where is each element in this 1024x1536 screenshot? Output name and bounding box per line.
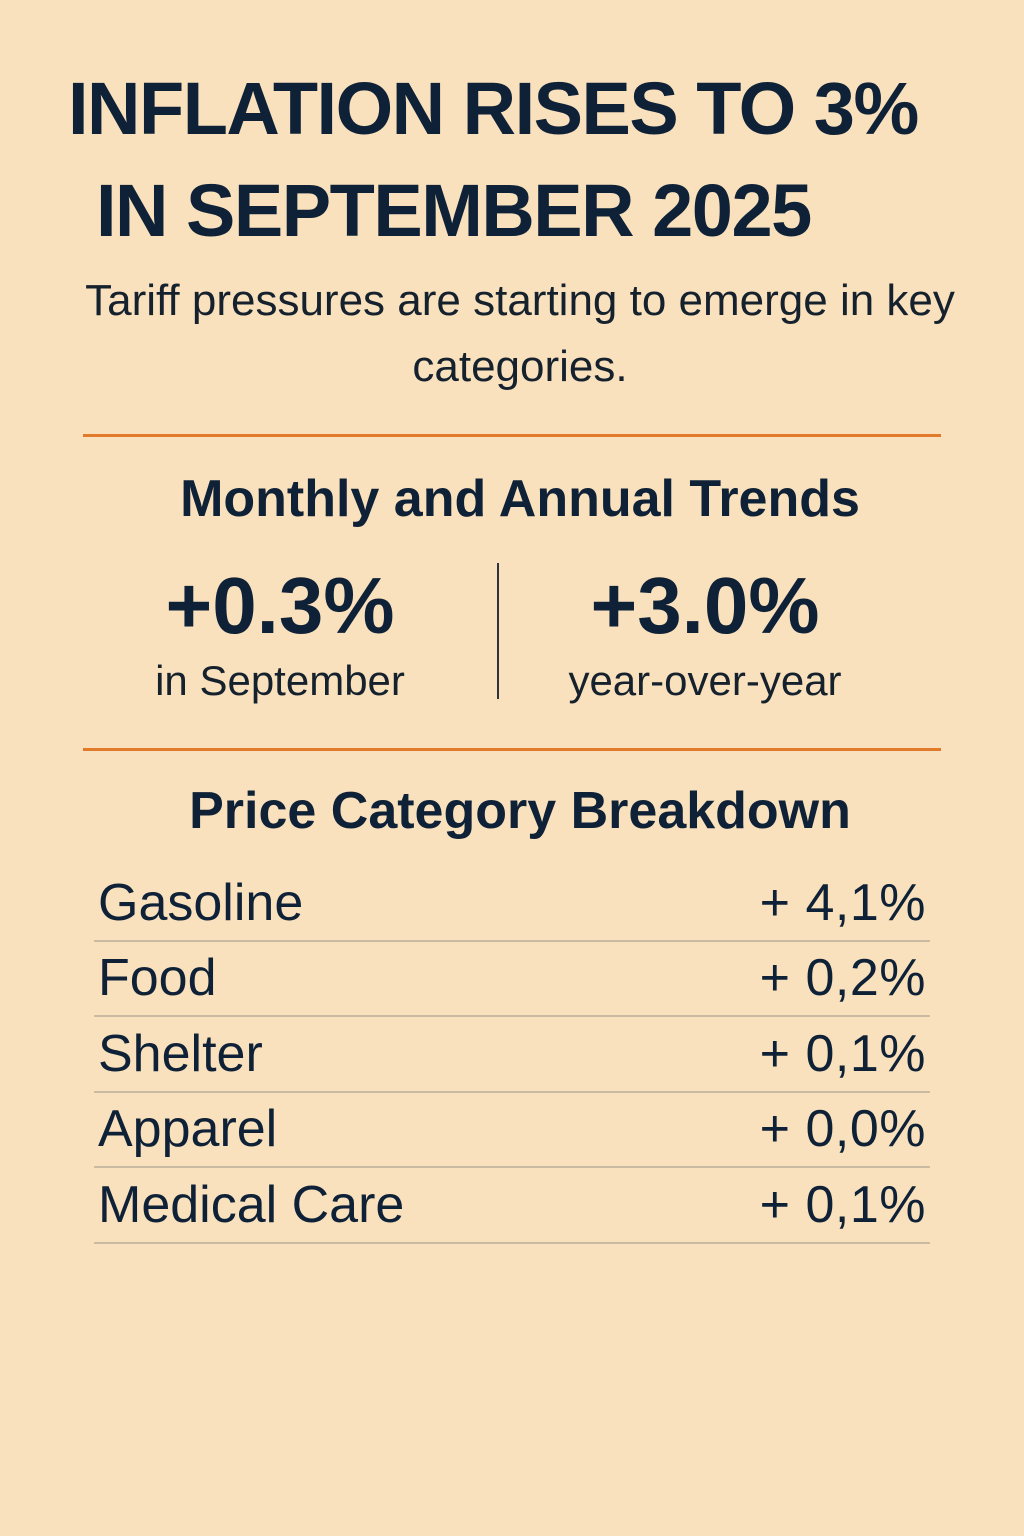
subtitle: Tariff pressures are starting to emerge … xyxy=(85,276,955,391)
trends-title: Monthly and Annual Trends xyxy=(180,470,860,528)
annual-stat: +3.0% year-over-year xyxy=(530,560,880,710)
category-change: + 4,1% xyxy=(759,873,926,932)
category-name: Shelter xyxy=(98,1024,263,1083)
table-row: Apparel + 0,0% xyxy=(94,1093,930,1168)
headline-line-2: IN SEPTEMBER 2025 xyxy=(96,169,812,252)
headline: INFLATION RISES TO 3% IN SEPTEMBER 2025 xyxy=(60,58,1000,262)
breakdown-title: Price Category Breakdown xyxy=(189,782,851,840)
headline-line-1: INFLATION RISES TO 3% xyxy=(68,67,919,150)
monthly-stat-label: in September xyxy=(155,657,405,704)
table-row: Food + 0,2% xyxy=(94,942,930,1017)
category-change: + 0,2% xyxy=(759,949,926,1008)
annual-stat-label: year-over-year xyxy=(568,657,842,704)
section-divider-middle xyxy=(83,748,941,751)
category-change: + 0,1% xyxy=(759,1024,926,1083)
section-divider-top xyxy=(83,434,941,437)
monthly-stat: +0.3% in September xyxy=(110,560,450,710)
monthly-stat-value: +0.3% xyxy=(165,561,395,650)
stat-divider xyxy=(497,563,499,699)
category-name: Gasoline xyxy=(98,873,304,932)
category-name: Food xyxy=(98,949,217,1008)
table-row: Shelter + 0,1% xyxy=(94,1017,930,1093)
category-change: + 0,1% xyxy=(759,1175,926,1234)
table-row: Gasoline + 4,1% xyxy=(94,866,930,942)
category-table: Gasoline + 4,1% Food + 0,2% Shelter + 0,… xyxy=(94,866,930,1244)
annual-stat-value: +3.0% xyxy=(590,561,820,650)
category-change: + 0,0% xyxy=(759,1100,926,1159)
category-name: Apparel xyxy=(98,1100,278,1159)
table-row: Medical Care + 0,1% xyxy=(94,1168,930,1244)
category-name: Medical Care xyxy=(98,1175,405,1234)
